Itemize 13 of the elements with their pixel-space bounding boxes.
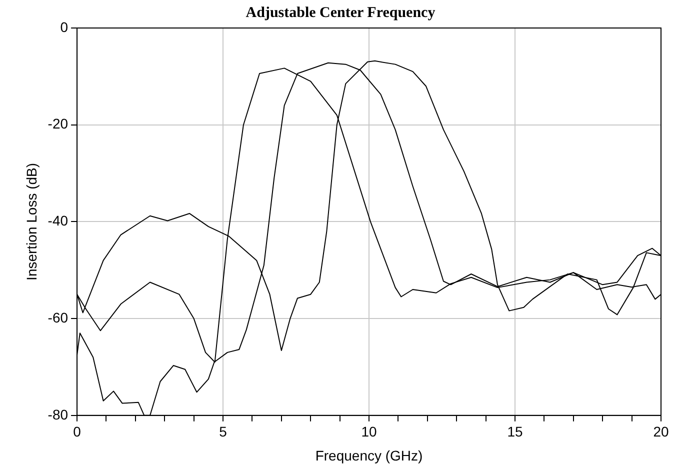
x-tick-label: 10 [361,424,378,440]
y-tick-label: -80 [48,406,68,422]
x-tick-label: 0 [73,424,82,440]
x-tick-label: 20 [653,424,669,440]
y-tick-label: -40 [48,212,68,229]
chart-title: Adjustable Center Frequency [246,4,436,21]
x-axis-title: Frequency (GHz) [315,447,423,464]
x-tick-label: 5 [219,424,228,440]
y-axis-title: Insertion Loss (dB) [23,162,40,280]
y-tick-label: -20 [48,116,68,132]
y-tick-label: 0 [60,18,68,35]
x-tick-label: 15 [507,424,524,440]
y-tick-label: -60 [48,309,68,326]
